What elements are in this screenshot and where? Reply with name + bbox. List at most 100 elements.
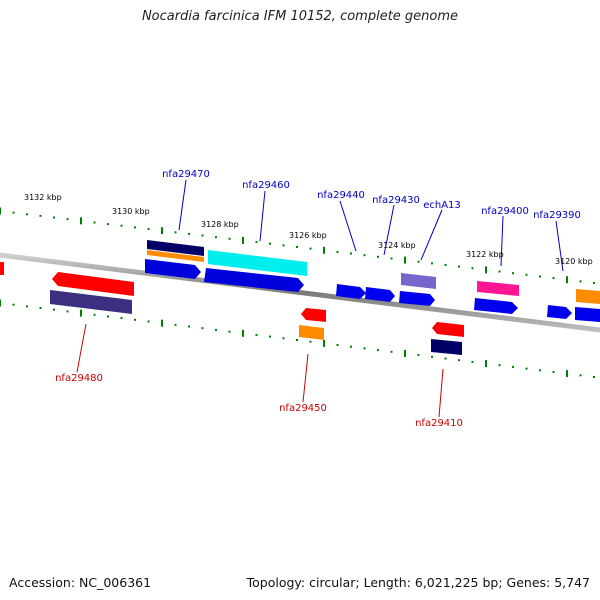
- scale-tick-minor: [53, 216, 55, 219]
- scale-tick-minor: [39, 214, 42, 217]
- tick-label: 3120 kbp: [555, 257, 593, 266]
- callout-line: [500, 215, 504, 267]
- scale-tick-minor: [66, 310, 69, 313]
- gene-block: [477, 281, 519, 296]
- gene-block: [576, 289, 600, 304]
- scale-tick-minor: [296, 339, 298, 341]
- gene-arrow: [474, 298, 518, 314]
- scale-tick-minor: [539, 275, 541, 278]
- scale-tick-minor: [593, 282, 595, 284]
- scale-tick-minor: [296, 246, 298, 248]
- scale-tick-major: [485, 266, 487, 274]
- tick-label: 3122 kbp: [466, 250, 504, 259]
- genome-title: Nocardia farcinica IFM 10152, complete g…: [141, 9, 459, 24]
- scale-tick-minor: [228, 237, 231, 240]
- gene-label: nfa29400: [481, 206, 529, 217]
- scale-tick-minor: [26, 305, 28, 308]
- gene-labels: nfa29470 nfa29460 nfa29440 nfa29430 echA…: [55, 169, 581, 429]
- scale-tracks: [0, 207, 595, 378]
- scale-tick-major: [242, 237, 244, 244]
- scale-tick-minor: [107, 223, 109, 226]
- scale-tick-major: [80, 309, 82, 317]
- scale-tick-minor: [120, 317, 123, 320]
- scale-tick-minor: [498, 270, 501, 273]
- callout-line: [178, 179, 187, 231]
- gene-block: [575, 307, 600, 322]
- gene-arrow: [204, 268, 304, 292]
- scale-tick-minor: [579, 280, 582, 283]
- scale-tick-minor: [390, 257, 393, 260]
- gene-block: [208, 250, 307, 276]
- tick-labels: 3132 kbp 3130 kbp 3128 kbp 3126 kbp 3124…: [24, 193, 593, 266]
- scale-tick-minor: [12, 303, 15, 306]
- scale-tick-major: [323, 246, 325, 254]
- gene-arrow: [145, 259, 201, 279]
- scale-tick-major: [0, 299, 1, 307]
- callout-line: [76, 323, 87, 373]
- callout-line: [339, 200, 357, 252]
- gene-arrow: [301, 308, 326, 322]
- scale-tick-minor: [12, 211, 15, 214]
- scale-tick-minor: [188, 232, 190, 235]
- scale-tick-minor: [377, 255, 379, 258]
- gene-label: echA13: [423, 200, 461, 211]
- scale-tick-minor: [363, 254, 366, 257]
- gene-block: [299, 325, 324, 340]
- scale-tick-minor: [552, 371, 555, 373]
- gene-arrow: [52, 272, 134, 296]
- scale-tick-minor: [579, 374, 582, 377]
- scale-tick-minor: [147, 320, 150, 323]
- scale-tick-minor: [552, 277, 555, 280]
- scale-tick-minor: [93, 313, 96, 316]
- scale-tick-minor: [512, 272, 514, 275]
- scale-tick-minor: [66, 218, 69, 221]
- gene-label: nfa29390: [533, 210, 581, 221]
- scale-tick-minor: [444, 264, 447, 266]
- scale-tick-major: [323, 339, 325, 347]
- gene-block: [147, 250, 204, 262]
- tick-label: 3126 kbp: [289, 231, 327, 240]
- scale-tick-major: [161, 319, 163, 327]
- scale-tick-minor: [498, 364, 501, 367]
- scale-tick-major: [161, 227, 163, 235]
- gene-label: nfa29410: [415, 418, 463, 429]
- scale-tick-minor: [431, 262, 433, 265]
- gene-arrow: [336, 284, 366, 299]
- scale-tick-major: [242, 329, 244, 337]
- gene-block-partial: [0, 262, 4, 275]
- scale-tick-minor: [215, 328, 217, 331]
- accession-text: Accession: NC_006361: [9, 575, 152, 590]
- scale-tick-minor: [336, 344, 339, 346]
- gene-label: nfa29460: [242, 180, 290, 191]
- scale-tick-major: [485, 360, 487, 367]
- scale-tick-minor: [120, 224, 123, 227]
- scale-tick-minor: [174, 323, 177, 326]
- scale-tick-minor: [26, 213, 28, 216]
- scale-tick-minor: [444, 357, 447, 360]
- scale-tick-minor: [174, 231, 177, 234]
- tick-label: 3128 kbp: [201, 220, 239, 229]
- scale-tick-minor: [336, 250, 339, 253]
- scale-tick-minor: [39, 307, 42, 309]
- scale-tick-minor: [255, 241, 258, 244]
- scale-tick-minor: [525, 273, 528, 276]
- callout-line: [420, 209, 443, 261]
- callout-line: [555, 220, 564, 272]
- scale-tick-minor: [377, 349, 379, 352]
- genome-backbone: [0, 252, 600, 333]
- scale-tick-minor: [350, 252, 352, 255]
- callout-line: [438, 368, 444, 418]
- scale-tick-minor: [201, 234, 204, 237]
- scale-tick-minor: [228, 330, 231, 333]
- scale-tick-major: [80, 217, 82, 225]
- scale-tick-minor: [215, 236, 217, 239]
- scale-tick-minor: [134, 318, 136, 321]
- genome-summary-text: Topology: circular; Length: 6,021,225 bp…: [246, 575, 590, 590]
- scale-tick-minor: [458, 359, 460, 362]
- callout-line: [302, 353, 309, 403]
- scale-tick-major: [404, 256, 406, 264]
- scale-tick-minor: [134, 226, 136, 229]
- scale-tick-minor: [458, 265, 460, 268]
